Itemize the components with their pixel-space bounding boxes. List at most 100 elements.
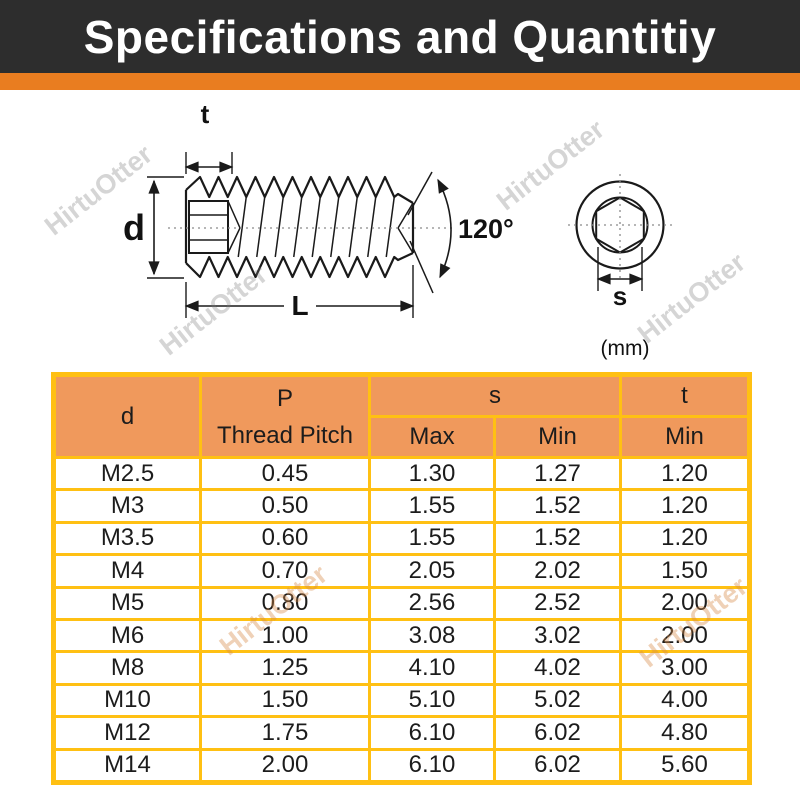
side-view [168, 175, 455, 279]
spec-cell: M3.5 [52, 520, 202, 557]
spec-row: M3 0.50 1.55 1.52 1.20 [52, 488, 751, 524]
spec-cell: 4.10 [368, 650, 496, 686]
spec-cell: 3.02 [493, 617, 622, 654]
title-banner: Specifications and Quantitiy [0, 0, 800, 73]
spec-cell: 2.00 [619, 585, 751, 621]
spec-cell: 6.02 [493, 715, 622, 751]
watermark: HirtuOtter [490, 114, 610, 217]
spec-cell: 4.00 [619, 682, 751, 719]
spec-cell: M10 [52, 682, 202, 719]
watermark: HirtuOtter [153, 259, 273, 362]
spec-cell: 4.80 [619, 715, 751, 751]
spec-table-body: M2.5 0.45 1.30 1.27 1.20 M3 0.50 1.55 1.52 1.20 M3… [52, 455, 751, 785]
dim-label-d: d [123, 207, 145, 248]
col-subheader-s-max: Max [368, 415, 496, 459]
spec-cell: M4 [52, 553, 202, 589]
spec-cell: 2.56 [368, 585, 496, 621]
spec-cell: 6.10 [368, 715, 496, 751]
cup-cone-lines [397, 202, 414, 254]
spec-cell: M5 [52, 585, 202, 621]
spec-cell: 6.02 [493, 747, 622, 785]
spec-cell: M14 [52, 747, 202, 785]
socket-circle [591, 196, 649, 254]
spec-row: M3.5 0.60 1.55 1.52 1.20 [52, 520, 751, 557]
dimension-d: d [123, 176, 184, 279]
watermark: HirtuOtter [38, 139, 158, 242]
spec-row: M12 1.75 6.10 6.02 4.80 [52, 715, 751, 751]
spec-cell: 0.60 [199, 520, 371, 557]
spec-cell: 3.08 [368, 617, 496, 654]
unit-note: (mm) [600, 337, 650, 360]
spec-cell: 1.55 [368, 488, 496, 524]
thread-flanks [237, 196, 395, 258]
dimension-angle: 120° [407, 171, 514, 294]
spec-cell: M3 [52, 488, 202, 524]
thread-bottom-outline [185, 252, 414, 279]
accent-bar [0, 73, 800, 90]
spec-cell: 1.20 [619, 488, 751, 524]
spec-cell: 0.50 [199, 488, 371, 524]
watermark: HirtuOtter [631, 247, 751, 350]
spec-cell: 0.80 [199, 585, 371, 621]
hex-recess [595, 196, 645, 254]
col-header-p-name: Thread Pitch [216, 421, 354, 449]
spec-row: M14 2.00 6.10 6.02 5.60 [52, 747, 751, 785]
col-subheader-t-min: Min [619, 415, 751, 459]
spec-cell: 1.00 [199, 617, 371, 654]
dimension-L: L [184, 265, 415, 321]
spec-row: M2.5 0.45 1.30 1.27 1.20 [52, 455, 751, 492]
spec-cell: 6.10 [368, 747, 496, 785]
spec-cell: 1.25 [199, 650, 371, 686]
spec-cell: M2.5 [52, 455, 202, 492]
spec-cell: 2.00 [619, 617, 751, 654]
spec-cell: 0.70 [199, 553, 371, 589]
spec-cell: 3.00 [619, 650, 751, 686]
spec-table: d P Thread Pitch s t Max Min Min M2.5 0.4… [51, 372, 752, 785]
hex-socket [188, 200, 241, 254]
spec-table-header: d P Thread Pitch s t Max Min Min [52, 373, 751, 459]
spec-cell: 4.02 [493, 650, 622, 686]
dimension-t: t [184, 99, 234, 174]
thread-top-outline [185, 175, 414, 204]
col-subheader-s-min: Min [493, 415, 622, 459]
set-screw-drawing: t d L 120° s [123, 99, 672, 321]
outer-circle [575, 180, 665, 270]
spec-cell: 1.52 [493, 488, 622, 524]
spec-cell: 5.60 [619, 747, 751, 785]
spec-cell: 5.10 [368, 682, 496, 719]
spec-row: M4 0.70 2.05 2.02 1.50 [52, 553, 751, 589]
spec-cell: 1.30 [368, 455, 496, 492]
spec-cell: 2.05 [368, 553, 496, 589]
spec-cell: 2.52 [493, 585, 622, 621]
spec-row: M5 0.80 2.56 2.52 2.00 [52, 585, 751, 621]
spec-cell: 2.00 [199, 747, 371, 785]
spec-cell: 5.02 [493, 682, 622, 719]
spec-cell: 1.52 [493, 520, 622, 557]
dimension-s: s [596, 247, 644, 311]
page-title: Specifications and Quantitiy [83, 11, 717, 63]
col-header-d: d [52, 373, 202, 459]
spec-cell: 1.20 [619, 455, 751, 492]
spec-row: M8 1.25 4.10 4.02 3.00 [52, 650, 751, 686]
dim-label-L: L [291, 290, 308, 321]
spec-cell: 1.50 [619, 553, 751, 589]
spec-cell: 2.02 [493, 553, 622, 589]
col-header-pitch: P Thread Pitch [199, 373, 371, 459]
spec-cell: M12 [52, 715, 202, 751]
dim-label-s: s [613, 281, 627, 311]
spec-cell: 1.75 [199, 715, 371, 751]
spec-row: M6 1.00 3.08 3.02 2.00 [52, 617, 751, 654]
col-header-p-symbol: P [276, 384, 293, 412]
spec-cell: 0.45 [199, 455, 371, 492]
end-view: s [568, 174, 672, 311]
spec-row: M10 1.50 5.10 5.02 4.00 [52, 682, 751, 719]
col-header-t: t [619, 373, 751, 418]
spec-cell: 1.27 [493, 455, 622, 492]
spec-cell: 1.20 [619, 520, 751, 557]
spec-cell: 1.55 [368, 520, 496, 557]
spec-cell: M8 [52, 650, 202, 686]
angle-label: 120° [458, 214, 514, 244]
col-header-s: s [368, 373, 622, 418]
spec-cell: M6 [52, 617, 202, 654]
